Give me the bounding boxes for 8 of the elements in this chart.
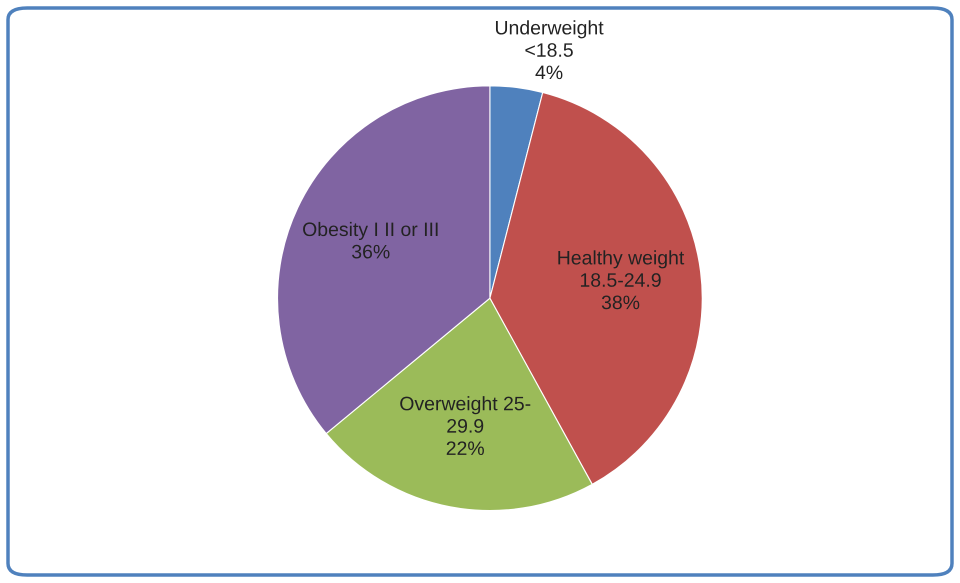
- slice-label: Underweight <18.5: [496, 20, 604, 57]
- slice-label: Healthy weight 18.5-24.9: [558, 250, 684, 287]
- slice-label: Overweight 25- 29.9: [400, 396, 530, 433]
- data-label: 4%: [535, 66, 562, 80]
- data-label: 36%: [352, 244, 390, 259]
- data-label: 38%: [602, 296, 640, 310]
- data-label: 22%: [446, 441, 484, 456]
- slice-label: Obesity I II or III: [303, 222, 438, 240]
